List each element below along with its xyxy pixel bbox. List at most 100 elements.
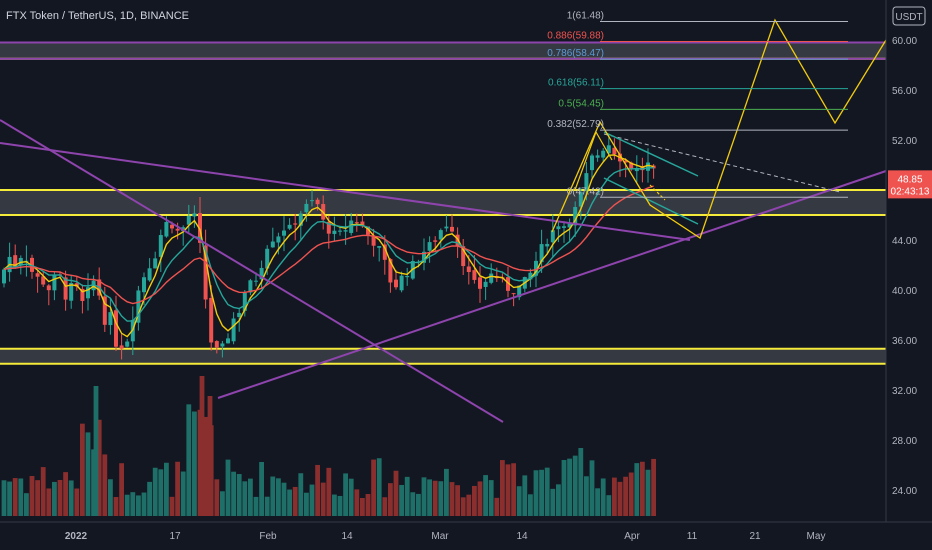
price-axis xyxy=(886,0,932,550)
candle xyxy=(511,293,516,295)
support-zone xyxy=(0,42,886,59)
volume-bar xyxy=(220,491,225,516)
volume-bar xyxy=(572,455,578,516)
last-price-badge xyxy=(888,170,932,199)
volume-bar xyxy=(544,467,550,516)
candle xyxy=(52,275,57,291)
volume-bar xyxy=(371,459,376,516)
time-axis xyxy=(0,522,932,550)
y-tick-label: 24.00 xyxy=(892,486,917,497)
volume-bar xyxy=(550,488,556,516)
candle xyxy=(315,199,320,205)
volume-bar xyxy=(52,481,57,516)
projection-path xyxy=(574,130,613,191)
y-tick-label: 40.00 xyxy=(892,286,917,297)
x-tick-label: Apr xyxy=(624,531,640,542)
candle xyxy=(584,173,589,191)
candle xyxy=(629,162,634,170)
x-tick-label: 11 xyxy=(687,531,698,542)
volume-bar xyxy=(500,460,505,516)
volume-bar xyxy=(180,471,186,516)
candle xyxy=(578,192,583,207)
trendline-ascending xyxy=(217,170,887,399)
volume-bar xyxy=(315,464,320,516)
volume-bar xyxy=(488,480,494,516)
candle xyxy=(483,281,488,287)
volume-bar xyxy=(343,473,348,516)
candle xyxy=(220,343,225,347)
candle xyxy=(517,285,522,298)
volume-bar xyxy=(421,477,427,516)
candle xyxy=(203,245,208,300)
volume-bar xyxy=(24,493,29,516)
volume-bar xyxy=(511,463,516,516)
volume-bar xyxy=(382,497,388,516)
volume-bar xyxy=(388,483,393,516)
projection-dashed xyxy=(603,133,841,193)
y-tick-label: 44.00 xyxy=(892,236,917,247)
candle xyxy=(461,246,466,267)
volume-bar xyxy=(130,492,136,516)
currency-label: USDT xyxy=(895,12,922,23)
volume-bar xyxy=(113,497,119,516)
volume-bar xyxy=(1,480,7,516)
volume-bar xyxy=(304,492,309,516)
volume-bar xyxy=(494,497,500,516)
candle xyxy=(158,235,163,257)
candle xyxy=(198,213,202,243)
candle xyxy=(349,220,354,233)
candle xyxy=(125,341,130,347)
candle xyxy=(438,230,443,240)
fib-label: 0.5(54.45) xyxy=(558,98,604,109)
volume-bar xyxy=(505,464,511,516)
volume-bar xyxy=(152,467,158,516)
chart-title: FTX Token / TetherUS, 1D, BINANCE xyxy=(6,10,189,22)
candle xyxy=(562,226,566,228)
candle xyxy=(326,221,331,234)
volume-bar xyxy=(628,472,634,516)
volume-bar xyxy=(164,462,169,516)
candle xyxy=(573,206,578,226)
fib-label: 0.382(52.79) xyxy=(547,119,604,130)
volume-bar xyxy=(483,475,488,516)
candle xyxy=(450,226,454,232)
volume-bar xyxy=(264,496,270,516)
volume-bar xyxy=(93,386,99,516)
volume-bar xyxy=(248,478,253,516)
volume-bar xyxy=(225,459,231,516)
x-tick-label: May xyxy=(807,531,826,542)
x-tick-label: Feb xyxy=(259,531,277,542)
candle xyxy=(147,268,152,281)
candle xyxy=(270,241,275,248)
support-zone xyxy=(0,348,886,364)
candle xyxy=(360,221,365,227)
candle xyxy=(388,259,393,283)
x-tick-label: 2022 xyxy=(65,531,88,542)
y-tick-label: 52.00 xyxy=(892,136,917,147)
volume-bar xyxy=(634,463,640,516)
x-tick-label: 21 xyxy=(749,531,761,542)
candle xyxy=(332,230,337,234)
candle xyxy=(237,312,242,318)
volume-bar xyxy=(68,480,74,516)
candle xyxy=(405,275,410,278)
fib-label: 0.786(58.47) xyxy=(547,48,604,59)
candle xyxy=(394,279,398,288)
volume-bar xyxy=(169,496,175,516)
candle xyxy=(2,269,6,284)
candle xyxy=(646,162,650,171)
candle xyxy=(186,215,191,225)
candle xyxy=(214,341,219,348)
candle xyxy=(136,290,141,323)
candle xyxy=(556,226,561,230)
volume-bar xyxy=(354,489,360,516)
volume-bar xyxy=(270,476,276,516)
volume-bar xyxy=(348,478,354,516)
volume-bar xyxy=(393,470,399,516)
volume-bar xyxy=(102,454,108,516)
volume-bar xyxy=(466,494,472,516)
volume-bar xyxy=(158,469,164,516)
bar-countdown: 02:43:13 xyxy=(891,186,930,197)
candle xyxy=(69,283,74,301)
